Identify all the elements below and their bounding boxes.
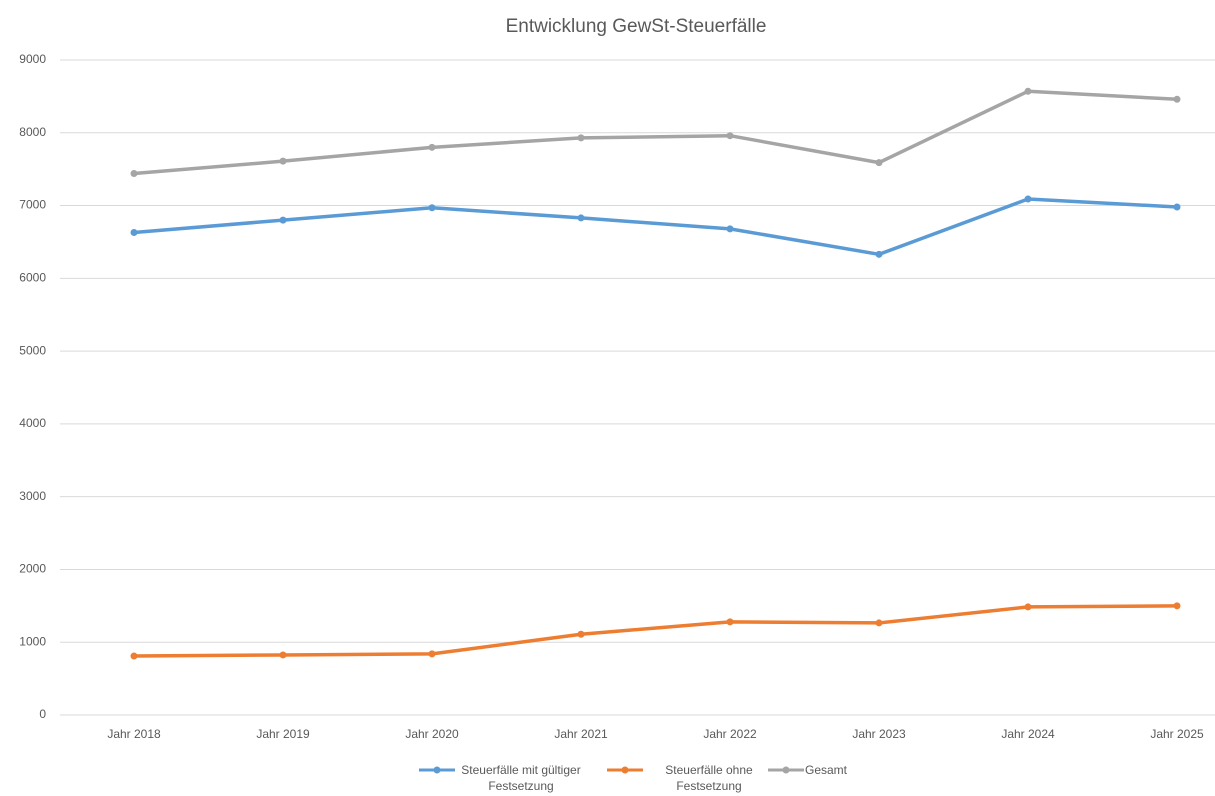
x-tick-label: Jahr 2023: [852, 727, 906, 741]
data-point: [875, 159, 883, 167]
legend-item: Steuerfälle ohne Festsetzung: [606, 762, 774, 794]
legend-item: Gesamt: [767, 762, 847, 778]
data-point: [577, 630, 585, 638]
data-point: [577, 214, 585, 222]
y-tick-label: 8000: [19, 125, 46, 139]
series-line: [133, 197, 1178, 257]
legend-label: Gesamt: [805, 763, 848, 777]
data-point: [279, 157, 287, 165]
data-point: [1024, 603, 1032, 611]
y-tick-label: 4000: [19, 416, 46, 430]
series-line: [133, 89, 1178, 176]
data-point: [279, 651, 287, 659]
y-tick-label: 6000: [19, 271, 46, 285]
legend-item: Steuerfälle mit gültiger Festsetzung: [418, 762, 586, 794]
y-tick-label: 1000: [19, 634, 46, 648]
data-point: [875, 619, 883, 627]
x-tick-label: Jahr 2021: [554, 727, 608, 741]
y-tick-label: 9000: [19, 52, 46, 66]
data-point: [1173, 203, 1181, 211]
data-point: [428, 143, 436, 151]
y-tick-label: 0: [39, 707, 46, 721]
data-point: [1024, 195, 1032, 203]
y-tick-label: 7000: [19, 198, 46, 212]
x-tick-label: Jahr 2022: [703, 727, 757, 741]
data-point: [577, 134, 585, 142]
data-point: [1173, 602, 1181, 610]
chart-title: Entwicklung GewSt-Steuerfälle: [506, 16, 767, 37]
data-point: [1173, 95, 1181, 103]
legend-swatch: [419, 766, 455, 774]
x-tick-label: Jahr 2024: [1001, 727, 1055, 741]
legend-label: Steuerfälle ohne Festsetzung: [665, 763, 753, 793]
y-tick-label: 2000: [19, 562, 46, 576]
data-point: [726, 132, 734, 140]
data-point: [130, 652, 138, 660]
data-point: [279, 216, 287, 224]
data-point: [726, 618, 734, 626]
data-point: [130, 228, 138, 236]
x-tick-label: Jahr 2019: [256, 727, 310, 741]
series-line: [133, 604, 1178, 658]
data-point: [130, 170, 138, 178]
data-point: [875, 250, 883, 258]
y-tick-label: 3000: [19, 489, 46, 503]
legend-swatch: [768, 766, 804, 774]
y-tick-label: 5000: [19, 343, 46, 357]
x-tick-label: Jahr 2025: [1150, 727, 1204, 741]
data-point: [726, 225, 734, 233]
legend-label: Steuerfälle mit gültiger Festsetzung: [461, 763, 581, 793]
legend-swatch: [607, 766, 643, 774]
data-point: [428, 650, 436, 658]
data-point: [1024, 87, 1032, 95]
x-tick-label: Jahr 2020: [405, 727, 459, 741]
data-point: [428, 204, 436, 212]
x-tick-label: Jahr 2018: [107, 727, 161, 741]
